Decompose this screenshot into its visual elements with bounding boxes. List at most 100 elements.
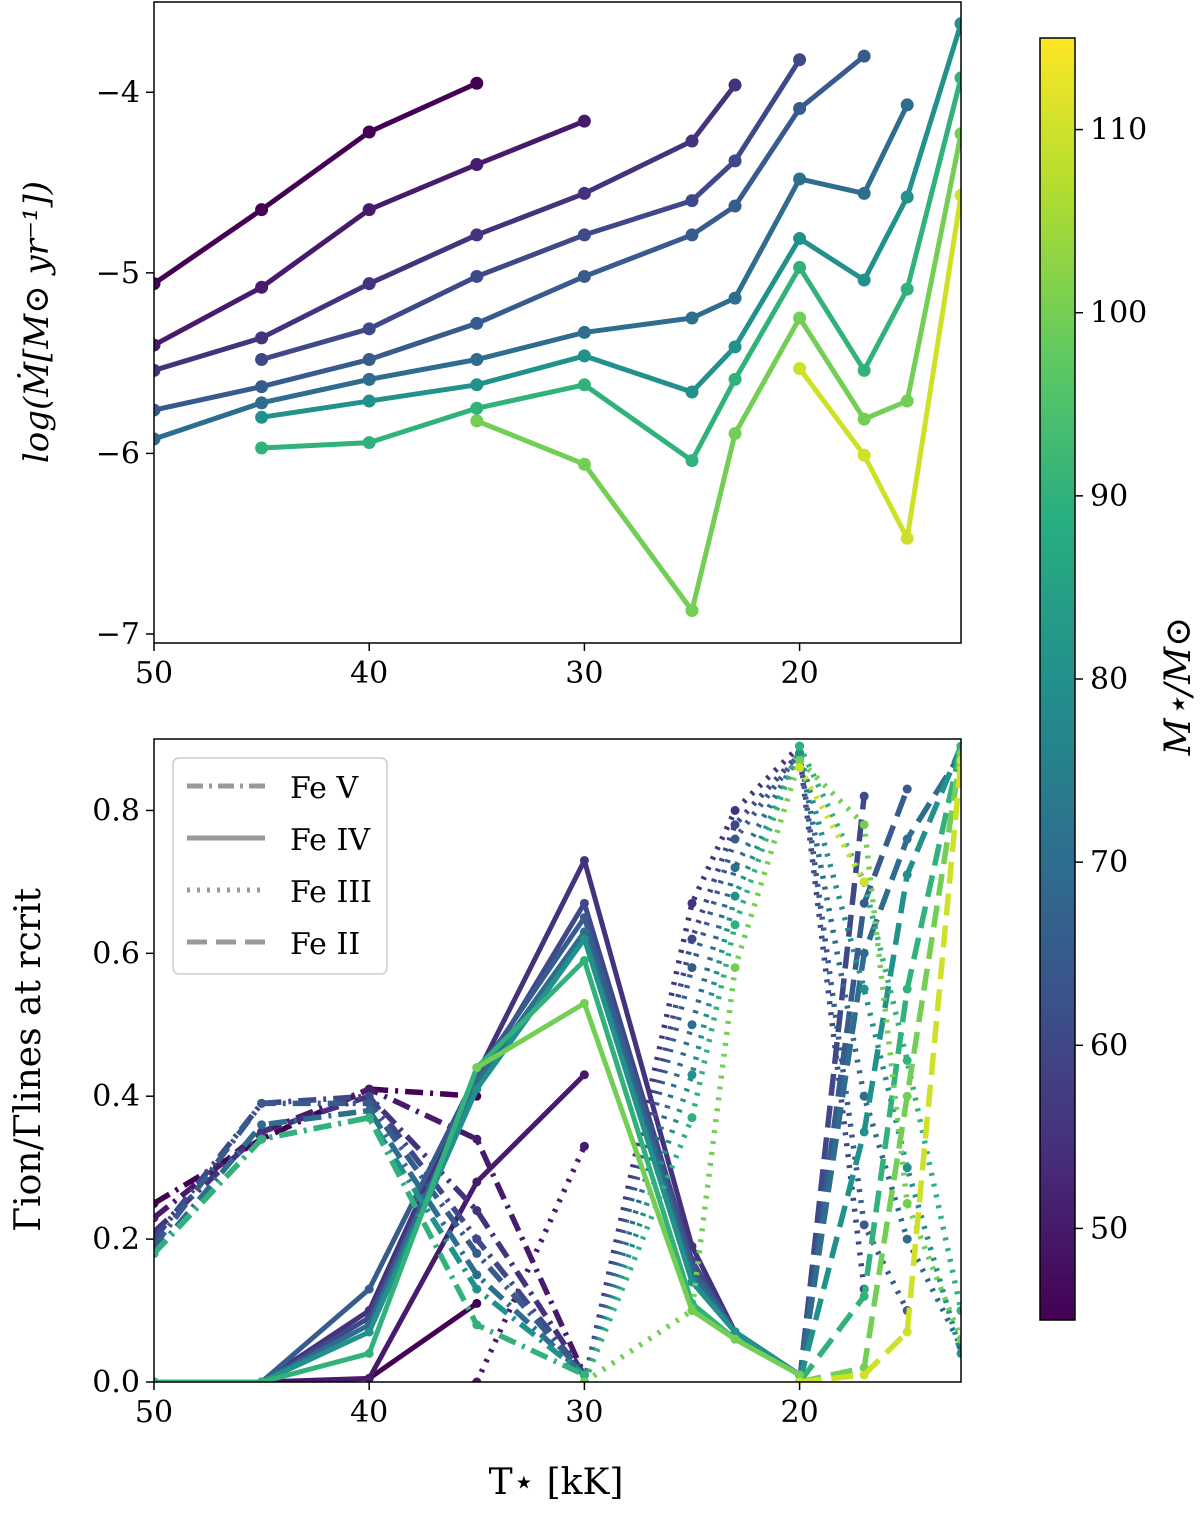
data-point — [793, 53, 807, 67]
data-point — [470, 414, 484, 428]
ytick-label: 0.0 — [92, 1365, 140, 1400]
data-point — [685, 228, 699, 242]
data-point — [154, 363, 161, 377]
data-point — [730, 820, 740, 830]
data-point — [685, 603, 699, 617]
series-line-m-100 — [474, 131, 961, 613]
data-point — [362, 394, 376, 408]
data-point — [255, 353, 269, 367]
data-point — [472, 1134, 482, 1144]
data-point — [859, 898, 869, 908]
data-point — [728, 427, 742, 441]
series-line-m-50 — [154, 118, 587, 348]
series-line-m-50-fe-iii — [474, 1145, 587, 1382]
data-point — [364, 1113, 374, 1123]
series-line-m-45-fe-iv — [367, 1301, 479, 1381]
xtick-label: 50 — [135, 656, 173, 691]
data-point — [687, 963, 697, 973]
series-line-m-60-fe-ii — [796, 795, 867, 1382]
data-point — [954, 71, 961, 85]
data-point — [687, 898, 697, 908]
data-point — [364, 1091, 374, 1101]
data-point — [902, 1198, 912, 1208]
data-point — [579, 955, 589, 965]
data-point — [956, 1348, 961, 1358]
legend-box — [172, 757, 388, 975]
top-axes-frame — [153, 1, 962, 644]
data-point — [954, 127, 961, 141]
data-point — [902, 1234, 912, 1244]
colorbar-label: M⋆/M⊙ — [1158, 617, 1199, 757]
data-point — [470, 269, 484, 283]
series-line-m-110 — [797, 192, 961, 541]
data-point — [577, 349, 591, 363]
data-point — [793, 362, 807, 376]
data-point — [470, 378, 484, 392]
data-point — [362, 203, 376, 217]
data-point — [154, 1198, 159, 1208]
data-point — [472, 1270, 482, 1280]
data-point — [900, 190, 914, 204]
data-point — [154, 277, 161, 291]
data-point — [859, 1091, 869, 1101]
data-point — [362, 436, 376, 450]
data-point — [685, 311, 699, 325]
data-point — [902, 870, 912, 880]
data-point — [579, 1377, 589, 1382]
series-line-m-90-fe-ii — [797, 745, 961, 1382]
data-point — [793, 172, 807, 186]
data-point — [793, 311, 807, 325]
series-line-m-90 — [259, 75, 961, 464]
data-point — [902, 984, 912, 994]
data-point — [902, 1091, 912, 1101]
legend-label-fe-iii: Fe III — [290, 875, 372, 910]
series-line-m-45 — [154, 80, 480, 287]
data-point — [472, 1084, 482, 1094]
data-point — [257, 1120, 267, 1130]
series-line-m-70-fe-v — [154, 1107, 587, 1377]
colorbar-tick-label: 70 — [1090, 845, 1128, 880]
data-point — [685, 194, 699, 208]
data-point — [362, 322, 376, 336]
data-point — [255, 396, 269, 410]
data-point — [577, 269, 591, 283]
data-point — [730, 863, 740, 873]
data-point — [364, 1348, 374, 1358]
ytick-label: −5 — [96, 256, 140, 291]
data-point — [472, 1377, 482, 1382]
data-point — [257, 1098, 267, 1108]
ytick-label: −4 — [96, 75, 140, 110]
data-point — [577, 228, 591, 242]
data-point — [730, 1334, 740, 1344]
data-point — [579, 934, 589, 944]
data-point — [900, 531, 914, 545]
data-point — [470, 401, 484, 415]
xtick-label: 20 — [781, 1395, 819, 1430]
series-line-m-55-fe-iii — [581, 744, 802, 1382]
data-point — [472, 1298, 482, 1308]
colorbar-tick-label: 100 — [1090, 296, 1147, 331]
bottom-axes-frame — [153, 738, 962, 1383]
data-point — [728, 340, 742, 354]
bottom-series-group — [154, 741, 961, 1382]
series-line-m-100-fe-ii — [799, 752, 961, 1382]
data-point — [154, 432, 161, 446]
data-point — [577, 114, 591, 128]
series-line-m-70 — [154, 102, 910, 442]
data-point — [859, 984, 869, 994]
data-point — [728, 78, 742, 92]
data-point — [900, 98, 914, 112]
legend: Fe V Fe IV Fe III Fe II — [172, 757, 388, 975]
bottom-panel: 50 40 30 20 0.0 0.2 0.4 0.6 0.8 Γion/Γlines at … — [8, 738, 962, 1503]
colorbar-tick-group: 50 60 70 80 90 100 110 — [1075, 113, 1147, 1246]
data-point — [902, 1163, 912, 1173]
data-point — [730, 963, 740, 973]
bottom-ylabel: Γion/Γlines at rcrit — [8, 888, 49, 1232]
data-point — [577, 457, 591, 471]
data-point — [956, 1306, 961, 1316]
data-point — [902, 834, 912, 844]
data-point — [470, 76, 484, 90]
data-point — [685, 134, 699, 148]
data-point — [255, 331, 269, 345]
data-point — [793, 102, 807, 116]
